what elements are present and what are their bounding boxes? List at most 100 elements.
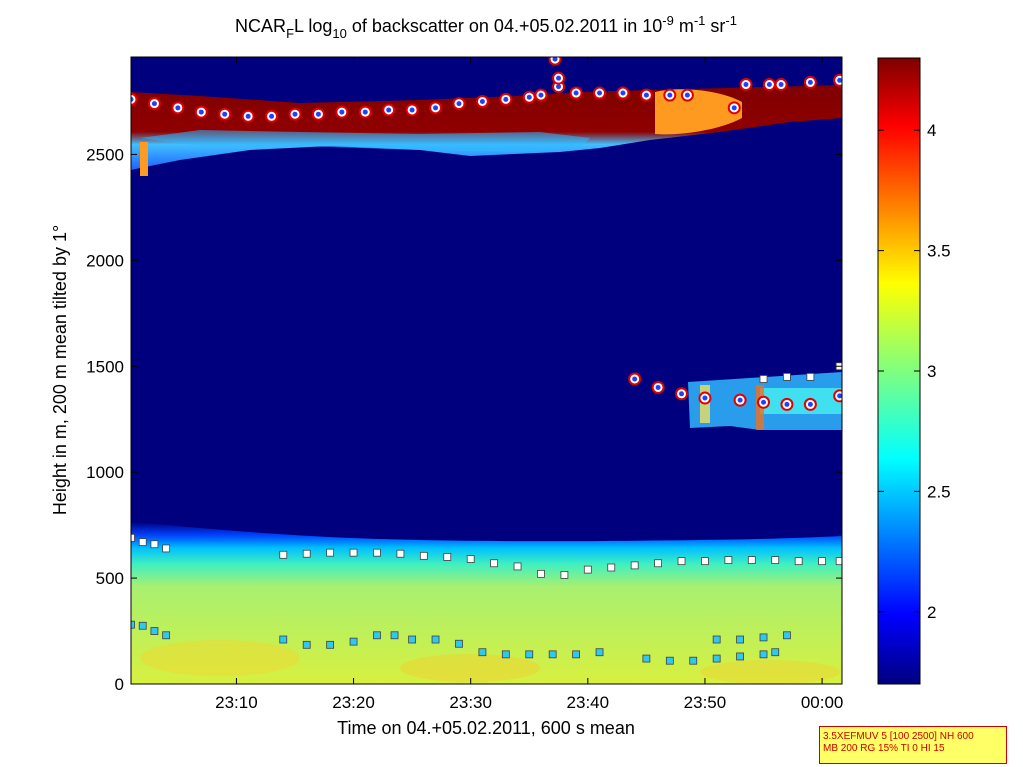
cloud-orange-core bbox=[655, 89, 742, 135]
layer-bottom-marker bbox=[138, 621, 147, 630]
x-tick-label: 23:10 bbox=[215, 693, 258, 712]
layer-bottom-marker bbox=[131, 620, 135, 629]
y-tick-label: 1500 bbox=[86, 357, 124, 376]
cloud-base-marker-core bbox=[679, 391, 685, 397]
cloud-base-marker-core bbox=[743, 82, 749, 88]
plot-frame bbox=[130, 56, 843, 685]
cloud-base-marker-core bbox=[339, 109, 345, 115]
y-tick-label: 1000 bbox=[86, 463, 124, 482]
cloud-base-marker-core bbox=[538, 92, 544, 98]
colorbar-gradient bbox=[877, 57, 921, 685]
layer-top-marker bbox=[537, 569, 545, 578]
cloud-base-marker-core bbox=[198, 109, 204, 115]
layer-top-marker bbox=[138, 538, 147, 546]
cloud-base-marker-core bbox=[620, 90, 626, 96]
y-tick-label: 500 bbox=[96, 569, 124, 588]
cloud-base-marker-core bbox=[386, 107, 392, 113]
layer-bottom-marker bbox=[689, 656, 698, 665]
x-axis: 23:10 23:20 23:30 23:40 23:50 00:00 bbox=[215, 57, 843, 712]
plot-area bbox=[131, 57, 842, 684]
layer-bottom-marker bbox=[712, 654, 721, 663]
y-tick-label: 2000 bbox=[86, 251, 124, 270]
layer-bottom-marker bbox=[373, 631, 381, 640]
layer-top-marker bbox=[396, 549, 405, 558]
cloud-base-marker-core bbox=[655, 384, 661, 390]
layer-top-marker bbox=[302, 549, 311, 558]
cloud-base-marker-core bbox=[503, 96, 509, 102]
cloud-base-marker-core bbox=[632, 376, 638, 382]
y-tick-label: 0 bbox=[115, 675, 124, 694]
layer-bottom-marker bbox=[783, 631, 791, 640]
cloud-base-marker-core bbox=[131, 96, 134, 102]
mid-cloud-core bbox=[760, 388, 842, 414]
cloud-base-marker-core bbox=[784, 401, 790, 407]
cloud-base-marker-core bbox=[556, 84, 562, 90]
layer-top-marker bbox=[747, 556, 756, 564]
cloud-base-marker-core bbox=[245, 113, 251, 119]
layer-bottom-marker bbox=[455, 639, 463, 648]
cloud-base-marker-core bbox=[807, 401, 813, 407]
series-layer bbox=[131, 57, 842, 665]
boundary-layer-warm-patch bbox=[700, 660, 840, 684]
cloud-base-marker-core bbox=[409, 107, 415, 113]
layer-top-marker bbox=[677, 557, 686, 566]
layer-bottom-marker bbox=[771, 648, 780, 657]
layer-bottom-marker bbox=[390, 631, 399, 640]
cloud-base-marker-core bbox=[479, 98, 485, 104]
layer-top-marker bbox=[560, 571, 569, 579]
x-tick-label: 23:30 bbox=[449, 693, 492, 712]
x-axis-label: Time on 04.+05.02.2011, 600 s mean bbox=[337, 718, 635, 738]
cloud-base-marker-core bbox=[151, 101, 157, 107]
cloud-base-marker-core bbox=[837, 393, 842, 399]
layer-top-marker bbox=[701, 557, 709, 566]
colorbar-tick-label: 2.5 bbox=[927, 482, 951, 501]
layer-top-marker bbox=[490, 559, 499, 568]
colorbar: 2 2.5 3 3.5 4 bbox=[877, 57, 951, 685]
x-tick-label: 23:40 bbox=[567, 693, 610, 712]
layer-bottom-marker bbox=[431, 635, 440, 644]
x-tick-label: 23:50 bbox=[684, 693, 727, 712]
cloud-base-marker-core bbox=[526, 94, 532, 100]
layer-top-marker bbox=[806, 372, 815, 381]
layer-bottom-marker bbox=[759, 650, 768, 659]
cloud-base-marker-core bbox=[315, 111, 321, 117]
layer-bottom-marker bbox=[642, 654, 651, 663]
layer-bottom-marker bbox=[501, 650, 510, 659]
info-line-1: 3.5XEFMUV 5 [100 2500] NH 600 bbox=[823, 731, 974, 742]
layer-bottom-marker bbox=[150, 627, 159, 635]
info-line-2: MB 200 RG 15% TI 0 HI 15 bbox=[823, 743, 945, 754]
boundary-layer-warm-patch bbox=[140, 640, 300, 676]
layer-bottom-marker bbox=[349, 637, 358, 646]
layer-top-marker bbox=[583, 565, 592, 574]
layer-top-marker bbox=[771, 556, 780, 564]
layer-bottom-marker bbox=[572, 650, 581, 659]
cloud-base-marker-core bbox=[837, 77, 842, 83]
layer-top-marker bbox=[349, 548, 358, 557]
layer-top-marker bbox=[373, 548, 381, 557]
colorbar-ticks: 2 2.5 3 3.5 4 bbox=[878, 121, 951, 622]
cloud-base-marker-core bbox=[766, 82, 772, 88]
cloud-base-marker-core bbox=[292, 111, 298, 117]
layer-bottom-marker bbox=[712, 635, 721, 644]
layer-top-marker bbox=[630, 561, 639, 570]
colorbar-tick-label: 3.5 bbox=[927, 242, 951, 261]
cloud-base-marker-core bbox=[667, 92, 673, 98]
cloud-base-marker-core bbox=[552, 57, 558, 62]
x-tick-label: 23:20 bbox=[332, 693, 375, 712]
cloud-base-marker-core bbox=[643, 92, 649, 98]
layer-top-marker bbox=[419, 551, 428, 560]
layer-top-marker bbox=[443, 553, 452, 561]
cloud-base-marker-core bbox=[269, 113, 275, 119]
processing-info-box: 3.5XEFMUV 5 [100 2500] NH 600 MB 200 RG … bbox=[819, 726, 1007, 764]
y-axis-label: Height in m, 200 m mean tilted by 1° bbox=[50, 225, 70, 515]
cloud-base-marker-core bbox=[731, 105, 737, 111]
layer-top-marker bbox=[759, 375, 768, 383]
cloud-yellow-fallstreak bbox=[140, 142, 148, 176]
layer-top-marker bbox=[131, 533, 135, 542]
cloud-base-marker-core bbox=[456, 101, 462, 107]
boundary-layer-warm-patch bbox=[400, 654, 540, 682]
cloud-base-marker-core bbox=[433, 105, 439, 111]
colorbar-tick-label: 4 bbox=[927, 121, 936, 140]
layer-bottom-marker bbox=[548, 650, 557, 659]
colorbar-tick-label: 2 bbox=[927, 603, 936, 622]
